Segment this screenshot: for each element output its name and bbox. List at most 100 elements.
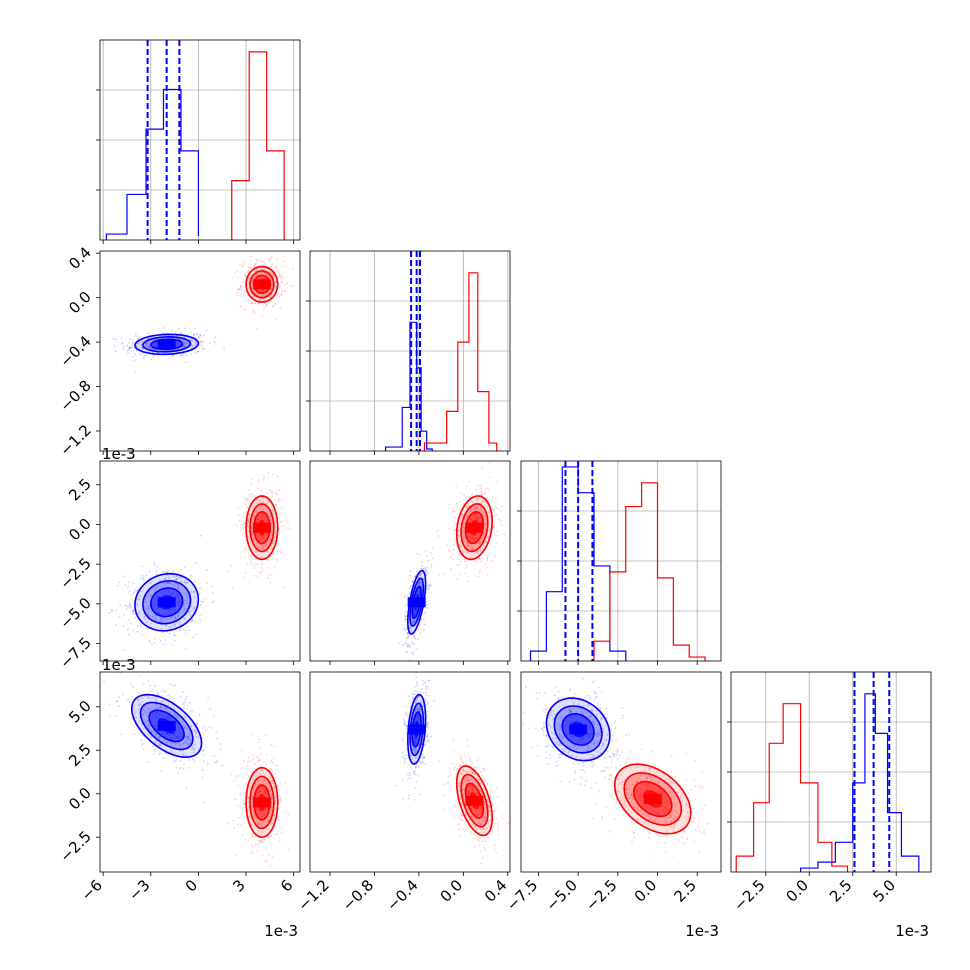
scatter-point [155, 569, 158, 572]
scatter-point [120, 733, 123, 736]
scatter-point [263, 262, 266, 265]
scatter-point [654, 832, 657, 835]
scatter-point [284, 290, 286, 293]
histogram-panel-3 [727, 671, 932, 876]
scatter-point [419, 567, 422, 570]
scatter-point [456, 578, 459, 581]
scatter-point [121, 342, 124, 345]
scatter-point [256, 303, 259, 305]
scatter-point [263, 474, 265, 477]
scatter-point [282, 265, 284, 267]
scatter-point [429, 585, 431, 587]
scatter-point [268, 839, 271, 842]
peak-cell [252, 797, 271, 808]
scatter-point [193, 596, 196, 599]
scatter-point [251, 477, 254, 480]
scatter-point [414, 773, 417, 776]
scatter-point [416, 685, 419, 688]
scatter-point [187, 333, 190, 336]
scatter-point [557, 691, 560, 693]
scatter-point [184, 327, 187, 329]
scatter-point [163, 584, 166, 586]
scatter-point [143, 683, 145, 685]
scatter-point [183, 346, 186, 349]
scatter-point [405, 604, 408, 606]
scatter-point [593, 690, 595, 692]
scatter-point [206, 569, 209, 572]
scatter-point [101, 602, 104, 605]
scatter-point [141, 742, 144, 745]
scatter-point [237, 288, 240, 290]
scatter-point [694, 785, 697, 788]
scatter-point [263, 477, 266, 479]
scatter-point [183, 581, 186, 584]
scatter-point [595, 692, 598, 694]
scatter-point [462, 819, 464, 822]
scatter-point [256, 274, 259, 276]
scatter-point [247, 498, 249, 500]
scatter-point [257, 487, 260, 490]
scatter-point [199, 618, 202, 621]
scatter-point [279, 512, 282, 515]
scatter-point [275, 769, 277, 771]
scatter-point [276, 269, 279, 272]
scatter-point [223, 346, 225, 349]
scatter-point [274, 303, 277, 306]
scatter-point [449, 774, 452, 776]
scatter-point [625, 761, 628, 763]
scatter-point [621, 707, 624, 710]
scatter-point [416, 638, 419, 640]
scatter-point [189, 338, 192, 341]
scatter-point [267, 477, 269, 480]
scatter-point [278, 275, 281, 278]
scatter-point [137, 625, 139, 627]
scatter-point [256, 273, 259, 276]
scatter-point [261, 853, 264, 856]
scatter-point [141, 574, 144, 577]
scatter-point [462, 761, 465, 764]
scatter-point [277, 544, 280, 547]
scatter-point [142, 579, 145, 581]
scatter-point [195, 633, 198, 636]
scatter-point [201, 345, 204, 347]
scatter-point [455, 543, 457, 546]
scatter-point [535, 692, 538, 694]
scatter-point [250, 557, 252, 559]
scatter-point [269, 288, 271, 291]
scatter-point [111, 610, 114, 612]
scatter-point [608, 830, 611, 833]
scatter-point [146, 337, 149, 340]
scatter-point [230, 564, 233, 567]
scatter-point [177, 587, 180, 589]
scatter-point [263, 760, 265, 763]
pair-panel-1-0 [96, 250, 301, 455]
scatter-point [453, 817, 456, 820]
scatter-point [236, 276, 239, 278]
scatter-point [493, 844, 496, 846]
scatter-point [463, 754, 466, 756]
scatter-point [190, 339, 192, 342]
scatter-point [161, 618, 164, 620]
scatter-point [573, 778, 575, 781]
scatter-point [269, 864, 271, 867]
scatter-point [129, 346, 131, 349]
scatter-point [271, 263, 274, 266]
scatter-point [173, 634, 176, 637]
scatter-point [259, 764, 262, 767]
scatter-point [241, 527, 244, 529]
scatter-point [236, 270, 239, 273]
scatter-point [138, 612, 141, 615]
scatter-point [593, 680, 596, 683]
scatter-point [427, 701, 429, 704]
scatter-point [147, 332, 150, 335]
scatter-point [183, 763, 185, 766]
scatter-point [221, 764, 224, 767]
scatter-point [252, 496, 255, 498]
scatter-point [500, 523, 503, 526]
scatter-point [605, 707, 608, 710]
scatter-point [108, 714, 111, 717]
peak-cell [252, 522, 271, 533]
scatter-point [262, 293, 265, 296]
scatter-point [454, 777, 457, 780]
scatter-point [193, 332, 195, 335]
